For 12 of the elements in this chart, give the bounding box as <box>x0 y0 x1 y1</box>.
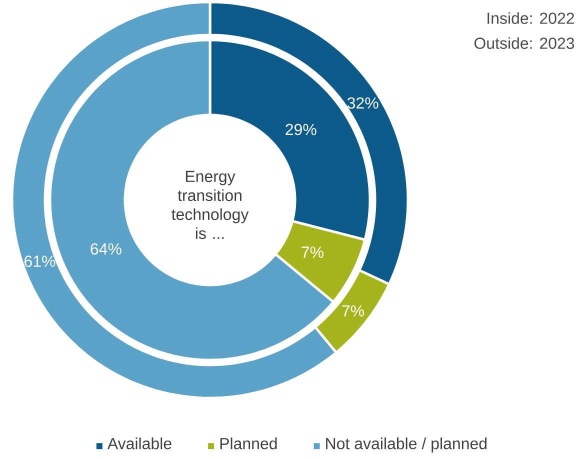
legend-label: Not available / planned <box>326 438 487 452</box>
data-label: 7% <box>342 305 364 317</box>
text: Inside: 2022 <box>488 12 574 24</box>
data-label: 64% <box>90 243 122 255</box>
data-label: 61% <box>24 256 56 267</box>
legend-label: Available <box>107 438 172 450</box>
legend-label: Planned <box>220 438 277 450</box>
data-label: 7% <box>302 246 324 258</box>
data-label: 32% <box>347 97 378 109</box>
text: Energy transition technology is ... <box>172 170 249 240</box>
text: Outside: 2023 <box>474 37 574 49</box>
data-label: 29% <box>286 124 316 136</box>
